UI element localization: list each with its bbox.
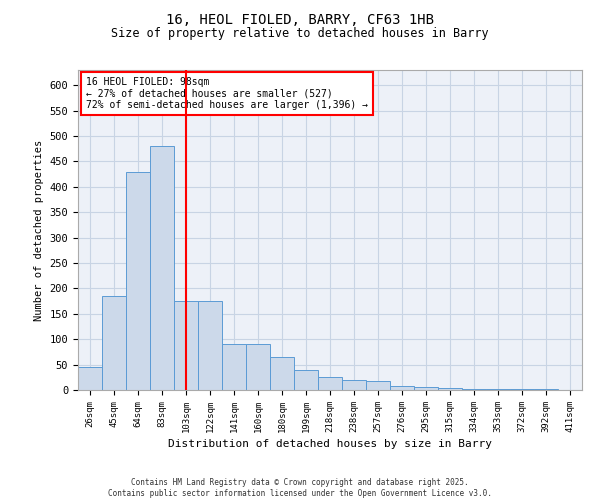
Text: 16, HEOL FIOLED, BARRY, CF63 1HB: 16, HEOL FIOLED, BARRY, CF63 1HB bbox=[166, 12, 434, 26]
Text: Size of property relative to detached houses in Barry: Size of property relative to detached ho… bbox=[111, 28, 489, 40]
Bar bbox=[174, 301, 198, 390]
Bar bbox=[294, 370, 318, 390]
Bar bbox=[222, 344, 246, 390]
Bar bbox=[246, 344, 270, 390]
Bar bbox=[414, 388, 438, 390]
X-axis label: Distribution of detached houses by size in Barry: Distribution of detached houses by size … bbox=[168, 439, 492, 449]
Y-axis label: Number of detached properties: Number of detached properties bbox=[34, 140, 44, 320]
Bar bbox=[126, 172, 150, 390]
Bar bbox=[486, 389, 510, 390]
Text: Contains HM Land Registry data © Crown copyright and database right 2025.
Contai: Contains HM Land Registry data © Crown c… bbox=[108, 478, 492, 498]
Text: 16 HEOL FIOLED: 98sqm
← 27% of detached houses are smaller (527)
72% of semi-det: 16 HEOL FIOLED: 98sqm ← 27% of detached … bbox=[86, 77, 368, 110]
Bar bbox=[462, 389, 486, 390]
Bar bbox=[318, 378, 342, 390]
Bar bbox=[198, 301, 222, 390]
Bar bbox=[270, 357, 294, 390]
Bar bbox=[342, 380, 366, 390]
Bar bbox=[390, 386, 414, 390]
Bar bbox=[150, 146, 174, 390]
Bar bbox=[438, 388, 462, 390]
Bar bbox=[78, 367, 102, 390]
Bar bbox=[366, 381, 390, 390]
Bar bbox=[102, 296, 126, 390]
